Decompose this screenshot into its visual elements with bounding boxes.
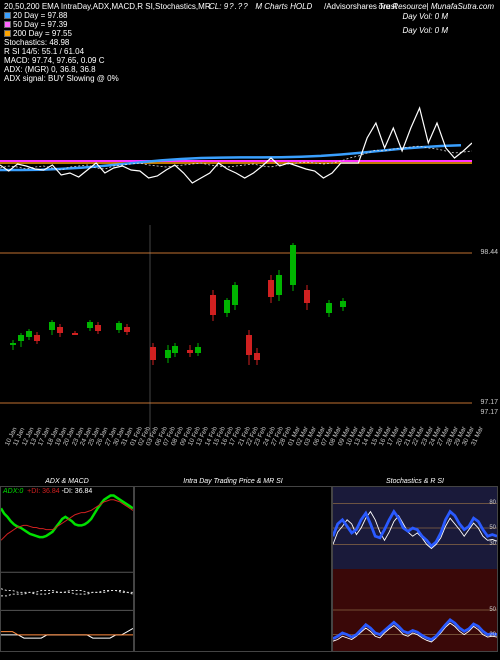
indicator-lines: 20 Day = 97.8850 Day = 97.39200 Day = 97… — [4, 11, 119, 83]
x-tick: 31 Mar — [470, 444, 495, 456]
day-vol-1: Day Vol: 0 M — [403, 12, 449, 21]
indicator-text: 50 Day = 97.39 — [13, 20, 67, 29]
stoch-tick: 80 — [489, 500, 496, 506]
rsi-tick: 20 — [489, 632, 496, 638]
indicator-line: Stochastics: 48.98 — [4, 38, 119, 47]
indicator-line: MACD: 97.74, 97.65, 0.09 C — [4, 56, 119, 65]
indicator-line: ADX signal: BUY Slowing @ 0% — [4, 74, 119, 83]
stoch-tick: 50 — [489, 525, 496, 531]
charts-hold: M Charts HOLD — [255, 2, 312, 11]
cl-label: CL: — [209, 2, 221, 11]
price-label-extra: 97.17 — [480, 409, 498, 416]
indicator-text: 20 Day = 97.88 — [13, 11, 67, 20]
lower-panels-row: ADX & MACD ADX:0 +DI: 36.84 -DI: 36.84 Int… — [0, 478, 500, 658]
indicator-line: R SI 14/5: 55.1 / 61.04 — [4, 47, 119, 56]
lower-panel-body: ADX:0 +DI: 36.84 -DI: 36.84 — [0, 486, 134, 652]
indicator-text: MACD: 97.74, 97.65, 0.09 C — [4, 56, 105, 65]
lower-panel-body — [134, 486, 332, 652]
indicator-text: R SI 14/5: 55.1 / 61.04 — [4, 47, 84, 56]
swatch-icon — [4, 21, 11, 28]
indicator-text: ADX signal: BUY Slowing @ 0% — [4, 74, 119, 83]
swatch-icon — [4, 30, 11, 37]
x-axis-dates: 10 Jan11 Jan12 Jan13 Jan17 Jan18 Jan19 J… — [4, 444, 470, 472]
indicator-line: 200 Day = 97.55 — [4, 29, 119, 38]
cl-value: 9?.?? — [224, 2, 249, 11]
lower-panel-title: ADX & MACD — [0, 478, 134, 485]
lower-panel-title: Stochastics & R SI — [332, 478, 498, 485]
price-label-high: 98.44 — [480, 249, 498, 256]
indicator-line: 50 Day = 97.39 — [4, 20, 119, 29]
indicator-line: ADX: (MGR) 0, 36.8, 36.8 — [4, 65, 119, 74]
adx-readout: ADX:0 +DI: 36.84 -DI: 36.84 — [3, 488, 92, 495]
indicator-line: 20 Day = 97.88 — [4, 11, 119, 20]
rsi-tick: 50 — [489, 607, 496, 613]
indicator-text: 200 Day = 97.55 — [13, 29, 72, 38]
candle-chart — [0, 225, 472, 440]
indicator-text: Stochastics: 48.98 — [4, 38, 69, 47]
lower-panel-title: Intra Day Trading Price & MR SI — [134, 478, 332, 485]
price-label-low: 97.17 — [480, 399, 498, 406]
header-center: CL: 9?.?? M Charts HOLD — [209, 2, 312, 11]
lower-panel: Intra Day Trading Price & MR SI — [134, 478, 332, 658]
indicator-text: ADX: (MGR) 0, 36.8, 36.8 — [4, 65, 96, 74]
stoch-tick: 30 — [489, 541, 496, 547]
top-moving-average-chart — [0, 103, 472, 213]
lower-panel: ADX & MACD ADX:0 +DI: 36.84 -DI: 36.84 — [0, 478, 134, 658]
lower-panel-body: 80 50 30 50 20 — [332, 486, 498, 652]
swatch-icon — [4, 12, 11, 19]
day-vol-2: Day Vol: 0 M — [403, 26, 449, 35]
lower-panel: Stochastics & R SI 80 50 30 50 20 — [332, 478, 498, 658]
header-right2: ore Resource| MunafaSutra.com — [379, 2, 494, 11]
